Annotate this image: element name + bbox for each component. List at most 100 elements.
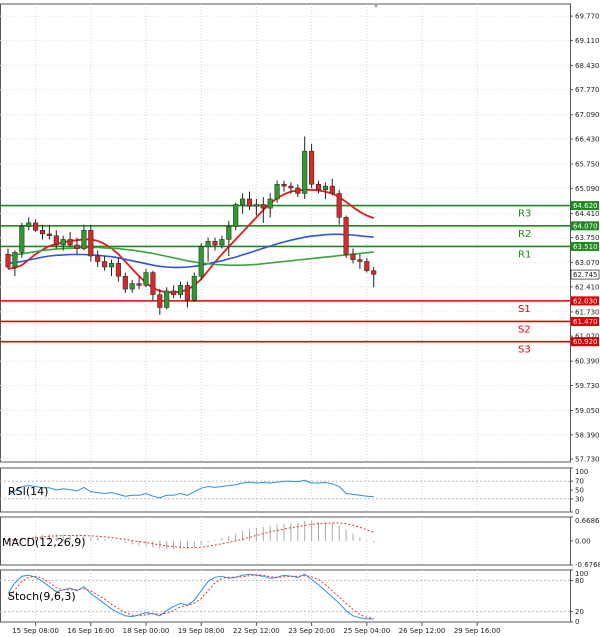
- candle: [350, 248, 356, 264]
- stoch-k-line: [7, 573, 374, 620]
- rsi-title: RSI(14): [8, 485, 48, 498]
- current-price-tag: [570, 269, 600, 280]
- x-tick-label: 29 Sep 16:00: [454, 627, 501, 635]
- y-tick-label: 0.00: [575, 537, 591, 545]
- candle: [81, 224, 87, 251]
- candle-body: [357, 259, 363, 262]
- shift-marker-icon: [373, 4, 379, 8]
- candle-body: [67, 239, 73, 246]
- candle-body: [226, 226, 232, 240]
- sr-price-tag: [571, 221, 599, 231]
- candle: [67, 232, 73, 247]
- sr-price-tag-text: 64.070: [573, 222, 598, 230]
- candle: [129, 279, 135, 293]
- x-tick-label: 23 Sep 20:00: [288, 627, 335, 635]
- sr-price-tag-text: 64.620: [573, 202, 598, 210]
- candle: [260, 197, 266, 223]
- candle: [233, 202, 239, 231]
- y-tick-label: 68.430: [575, 62, 600, 70]
- candle: [253, 198, 259, 216]
- macd-title: MACD(12,26,9): [2, 536, 86, 549]
- time-axis: 15 Sep 08:00 16 Sep 16:00 18 Sep 00:00 19 S…: [12, 622, 501, 635]
- price-axis: 69.770 69.110 68.430 67.770 67.090 66.430 65.7…: [570, 13, 600, 464]
- candle: [184, 281, 190, 308]
- candle-body: [205, 241, 211, 248]
- candle: [12, 250, 18, 277]
- candle: [198, 243, 204, 280]
- macd-signal-line: [7, 522, 374, 549]
- candle: [88, 224, 94, 262]
- candle-body: [295, 187, 301, 194]
- y-tick-label: 61.070: [575, 333, 600, 341]
- candle: [136, 276, 142, 290]
- y-tick-label: 60.390: [575, 358, 600, 366]
- candle: [39, 224, 46, 240]
- moving-average-line: [7, 246, 374, 266]
- candle-body: [336, 193, 342, 218]
- x-tick-label: 25 Sep 04:00: [343, 627, 390, 635]
- y-tick-label: 30: [575, 495, 584, 503]
- candle-body: [288, 185, 294, 189]
- candle: [157, 289, 163, 315]
- candle-body: [39, 229, 46, 235]
- candle: [364, 257, 370, 273]
- candle-body: [233, 204, 239, 227]
- candle-body: [240, 198, 246, 205]
- panel-frame: [0, 569, 571, 623]
- y-tick-label: 62.410: [575, 283, 600, 291]
- sr-price-tag: [571, 337, 599, 347]
- sr-label-s2: S2: [518, 324, 531, 335]
- candle-body: [81, 229, 87, 249]
- candle-body: [53, 235, 59, 246]
- candle: [5, 248, 11, 269]
- candle: [295, 184, 301, 198]
- candle-body: [309, 150, 315, 185]
- candle-body: [12, 252, 18, 268]
- candle-body: [95, 255, 101, 262]
- candle: [371, 267, 377, 288]
- candle: [191, 272, 197, 302]
- candle-body: [364, 261, 370, 271]
- candle: [26, 217, 32, 231]
- y-tick-label: 59.730: [575, 382, 600, 390]
- y-tick-label: 67.090: [575, 111, 600, 119]
- candle-body: [267, 198, 273, 209]
- y-tick-label: 100: [575, 468, 588, 476]
- candle-body: [46, 233, 52, 237]
- candle-body: [150, 272, 156, 295]
- sr-label-s1: S1: [518, 304, 531, 315]
- macd-panel: MACD(12,26,9) 0.6686 0.00 -0.6768: [2, 516, 600, 569]
- y-tick-label: 100: [575, 570, 588, 578]
- panel-frame: [0, 516, 571, 566]
- candle-body: [143, 272, 149, 286]
- candle-body: [5, 253, 11, 268]
- candle-body: [122, 275, 128, 290]
- candle-body: [60, 239, 66, 246]
- candlesticks: [5, 136, 377, 315]
- candle-body: [171, 290, 177, 295]
- candle-body: [274, 184, 280, 200]
- candle: [288, 182, 294, 194]
- stoch-d-line: [7, 574, 374, 619]
- candle-body: [371, 270, 377, 275]
- candle-body: [260, 204, 266, 209]
- candle-body: [129, 283, 135, 290]
- sr-label-r1: R1: [518, 249, 531, 260]
- y-tick-label: 70: [575, 478, 584, 486]
- candle: [309, 143, 315, 188]
- candle-body: [184, 285, 190, 301]
- y-tick-label: 67.770: [575, 86, 600, 94]
- candle-body: [108, 263, 115, 268]
- y-tick-label: 64.410: [575, 210, 600, 218]
- x-tick-label: 26 Sep 12:00: [399, 627, 446, 635]
- y-tick-label: 80: [575, 577, 584, 585]
- candle: [150, 270, 156, 301]
- sr-price-tag: [571, 241, 599, 251]
- candle: [205, 237, 211, 262]
- candle: [108, 259, 115, 277]
- candle-body: [198, 246, 204, 277]
- candle: [122, 272, 128, 293]
- sr-label-r2: R2: [518, 229, 531, 240]
- y-tick-label: 65.750: [575, 161, 600, 169]
- y-tick-label: 0: [575, 508, 579, 516]
